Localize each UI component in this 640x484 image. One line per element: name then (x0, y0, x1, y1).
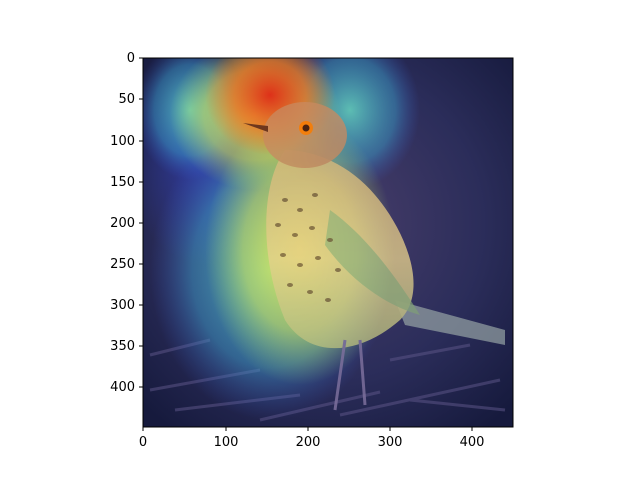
x-tick-100: 100 (214, 435, 239, 450)
y-tick-200: 200 (110, 216, 135, 231)
breast-speckles (275, 193, 341, 302)
x-tick-300: 300 (378, 435, 403, 450)
y-axis: 0 50 100 150 200 250 300 350 400 (110, 51, 143, 395)
y-tick-300: 300 (110, 298, 135, 313)
x-axis: 0 100 200 300 400 (139, 427, 485, 450)
image-area (143, 58, 513, 427)
y-tick-350: 350 (110, 339, 135, 354)
eye-pupil (302, 124, 310, 132)
y-tick-150: 150 (110, 175, 135, 190)
bird (243, 102, 505, 411)
y-tick-400: 400 (110, 380, 135, 395)
y-tick-100: 100 (110, 134, 135, 149)
y-tick-0: 0 (127, 51, 135, 66)
x-tick-0: 0 (139, 435, 147, 450)
axes-frame (142, 57, 514, 428)
x-tick-200: 200 (296, 435, 321, 450)
y-tick-50: 50 (118, 92, 135, 107)
y-tick-250: 250 (110, 257, 135, 272)
x-tick-400: 400 (460, 435, 485, 450)
